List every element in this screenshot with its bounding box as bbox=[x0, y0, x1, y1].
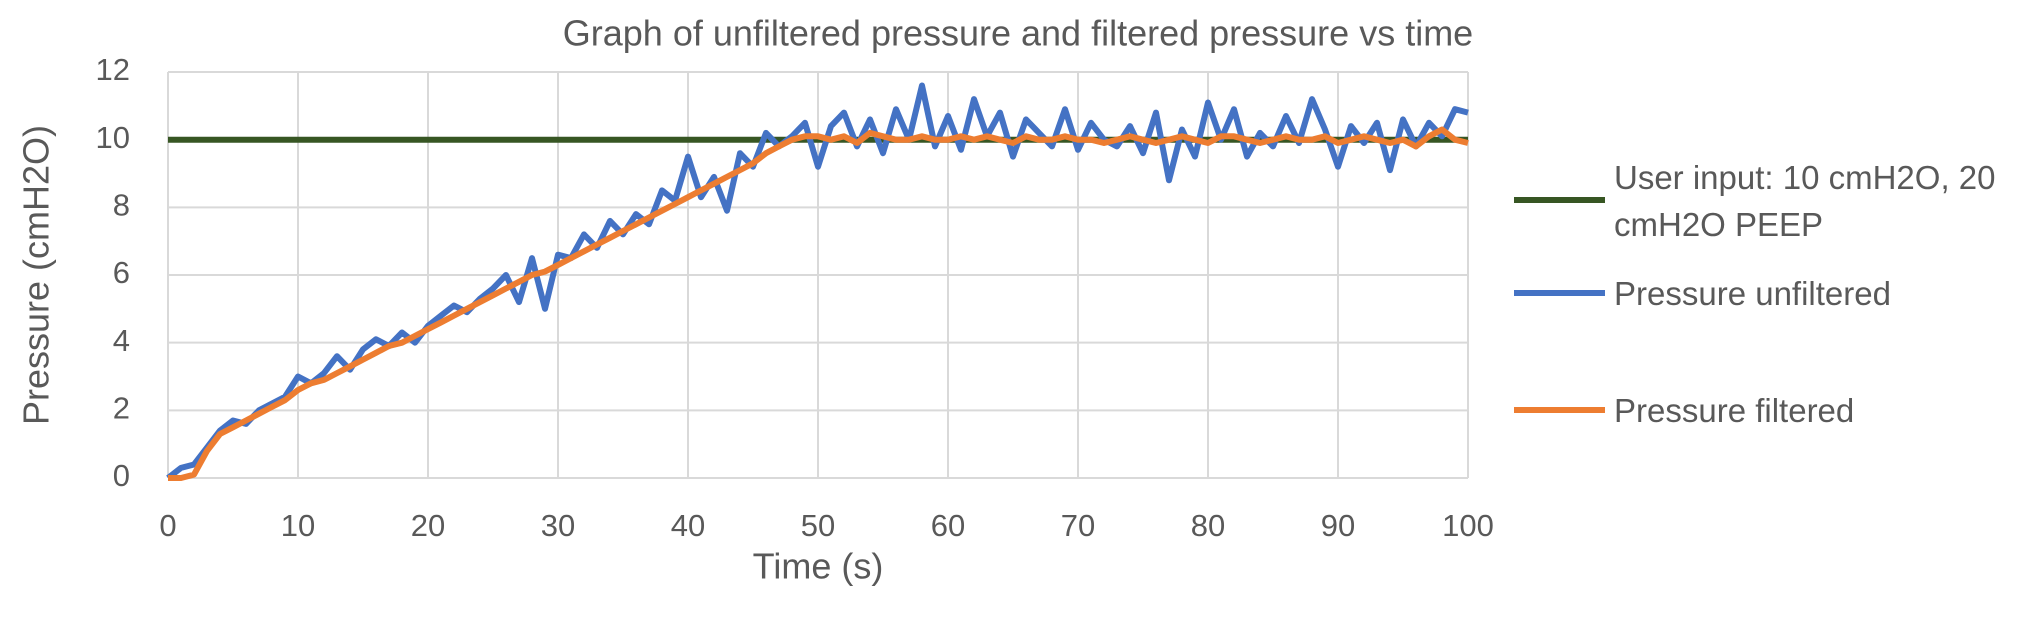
y-tick-label: 0 bbox=[113, 458, 130, 493]
x-tick-label: 10 bbox=[281, 508, 315, 543]
x-axis-label: Time (s) bbox=[753, 546, 884, 587]
chart-title: Graph of unfiltered pressure and filtere… bbox=[563, 13, 1473, 54]
y-tick-label: 12 bbox=[96, 52, 130, 87]
x-tick-label: 80 bbox=[1191, 508, 1225, 543]
legend-label: User input: 10 cmH2O, 20 cmH2O PEEP bbox=[1614, 159, 1996, 243]
x-tick-label: 70 bbox=[1061, 508, 1095, 543]
x-tick-label: 30 bbox=[541, 508, 575, 543]
legend-label: Pressure filtered bbox=[1614, 392, 1855, 429]
x-tick-label: 20 bbox=[411, 508, 445, 543]
y-tick-label: 10 bbox=[96, 120, 130, 155]
x-tick-label: 90 bbox=[1321, 508, 1355, 543]
x-tick-label: 0 bbox=[159, 508, 176, 543]
x-tick-label: 40 bbox=[671, 508, 705, 543]
y-axis-label: Pressure (cmH2O) bbox=[16, 125, 57, 425]
y-tick-label: 4 bbox=[113, 323, 130, 358]
y-tick-label: 2 bbox=[113, 391, 130, 426]
x-tick-label: 50 bbox=[801, 508, 835, 543]
data-line bbox=[166, 82, 1469, 481]
y-tick-label: 8 bbox=[113, 188, 130, 223]
legend-label: Pressure unfiltered bbox=[1614, 275, 1891, 312]
y-tick-label: 6 bbox=[113, 255, 130, 290]
data-line bbox=[168, 126, 1469, 481]
x-tick-label: 100 bbox=[1442, 508, 1494, 543]
x-tick-label: 60 bbox=[931, 508, 965, 543]
